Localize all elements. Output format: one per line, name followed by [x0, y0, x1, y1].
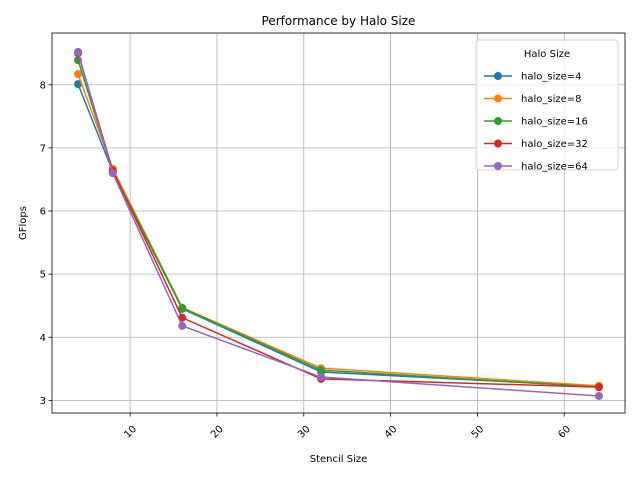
plot-area-frame	[51, 32, 626, 414]
series-halo_size=64	[74, 47, 603, 400]
legend-label: halo_size=32	[521, 139, 588, 150]
legend-swatch-marker	[494, 94, 502, 103]
legend-item: halo_size=8	[484, 94, 582, 105]
x-tick-label: 20	[209, 424, 226, 441]
data-point	[594, 383, 603, 392]
legend-title: Halo Size	[524, 49, 570, 60]
legend-item: halo_size=16	[484, 117, 588, 128]
data-point	[178, 304, 187, 313]
y-tick-label: 3	[40, 396, 46, 407]
y-tick-label: 5	[40, 270, 46, 281]
x-tick-label: 50	[470, 424, 487, 441]
y-tick-label: 8	[40, 80, 46, 91]
legend: Halo Size halo_size=4 halo_size=8 halo_size…	[475, 39, 619, 173]
legend-item: halo_size=4	[484, 72, 582, 83]
series-group	[74, 47, 603, 400]
legend-swatch-marker	[494, 117, 502, 125]
legend-item: halo_size=64	[484, 162, 588, 173]
x-tick-label: 10	[122, 424, 139, 441]
axes: 10 20 30 40 50 60 3 4 5 6 7 8	[40, 80, 574, 440]
chart-title: Performance by Halo Size	[262, 14, 416, 28]
legend-label: halo_size=8	[521, 94, 582, 105]
legend-item: halo_size=32	[484, 139, 588, 150]
data-point	[74, 80, 83, 89]
y-axis-label: GFlops	[18, 206, 29, 240]
data-point	[178, 321, 187, 330]
data-point	[74, 47, 83, 56]
x-tick-label: 40	[383, 424, 400, 441]
x-tick-label: 30	[296, 424, 313, 441]
y-tick-label: 7	[40, 143, 46, 154]
legend-swatch-marker	[494, 139, 502, 148]
legend-label: halo_size=64	[521, 162, 588, 173]
y-tick-label: 4	[40, 333, 46, 344]
legend-box	[475, 39, 619, 171]
x-tick-label: 60	[556, 424, 573, 441]
legend-label: halo_size=16	[521, 117, 588, 128]
x-axis-label: Stencil Size	[310, 454, 368, 465]
legend-swatch-marker	[494, 72, 502, 80]
data-point	[594, 391, 603, 400]
y-tick-label: 6	[40, 207, 46, 218]
legend-swatch-marker	[494, 162, 502, 170]
data-point	[108, 169, 117, 178]
data-point	[74, 70, 83, 79]
data-point	[317, 373, 326, 382]
data-point	[317, 366, 326, 375]
legend-label: halo_size=4	[521, 72, 582, 83]
